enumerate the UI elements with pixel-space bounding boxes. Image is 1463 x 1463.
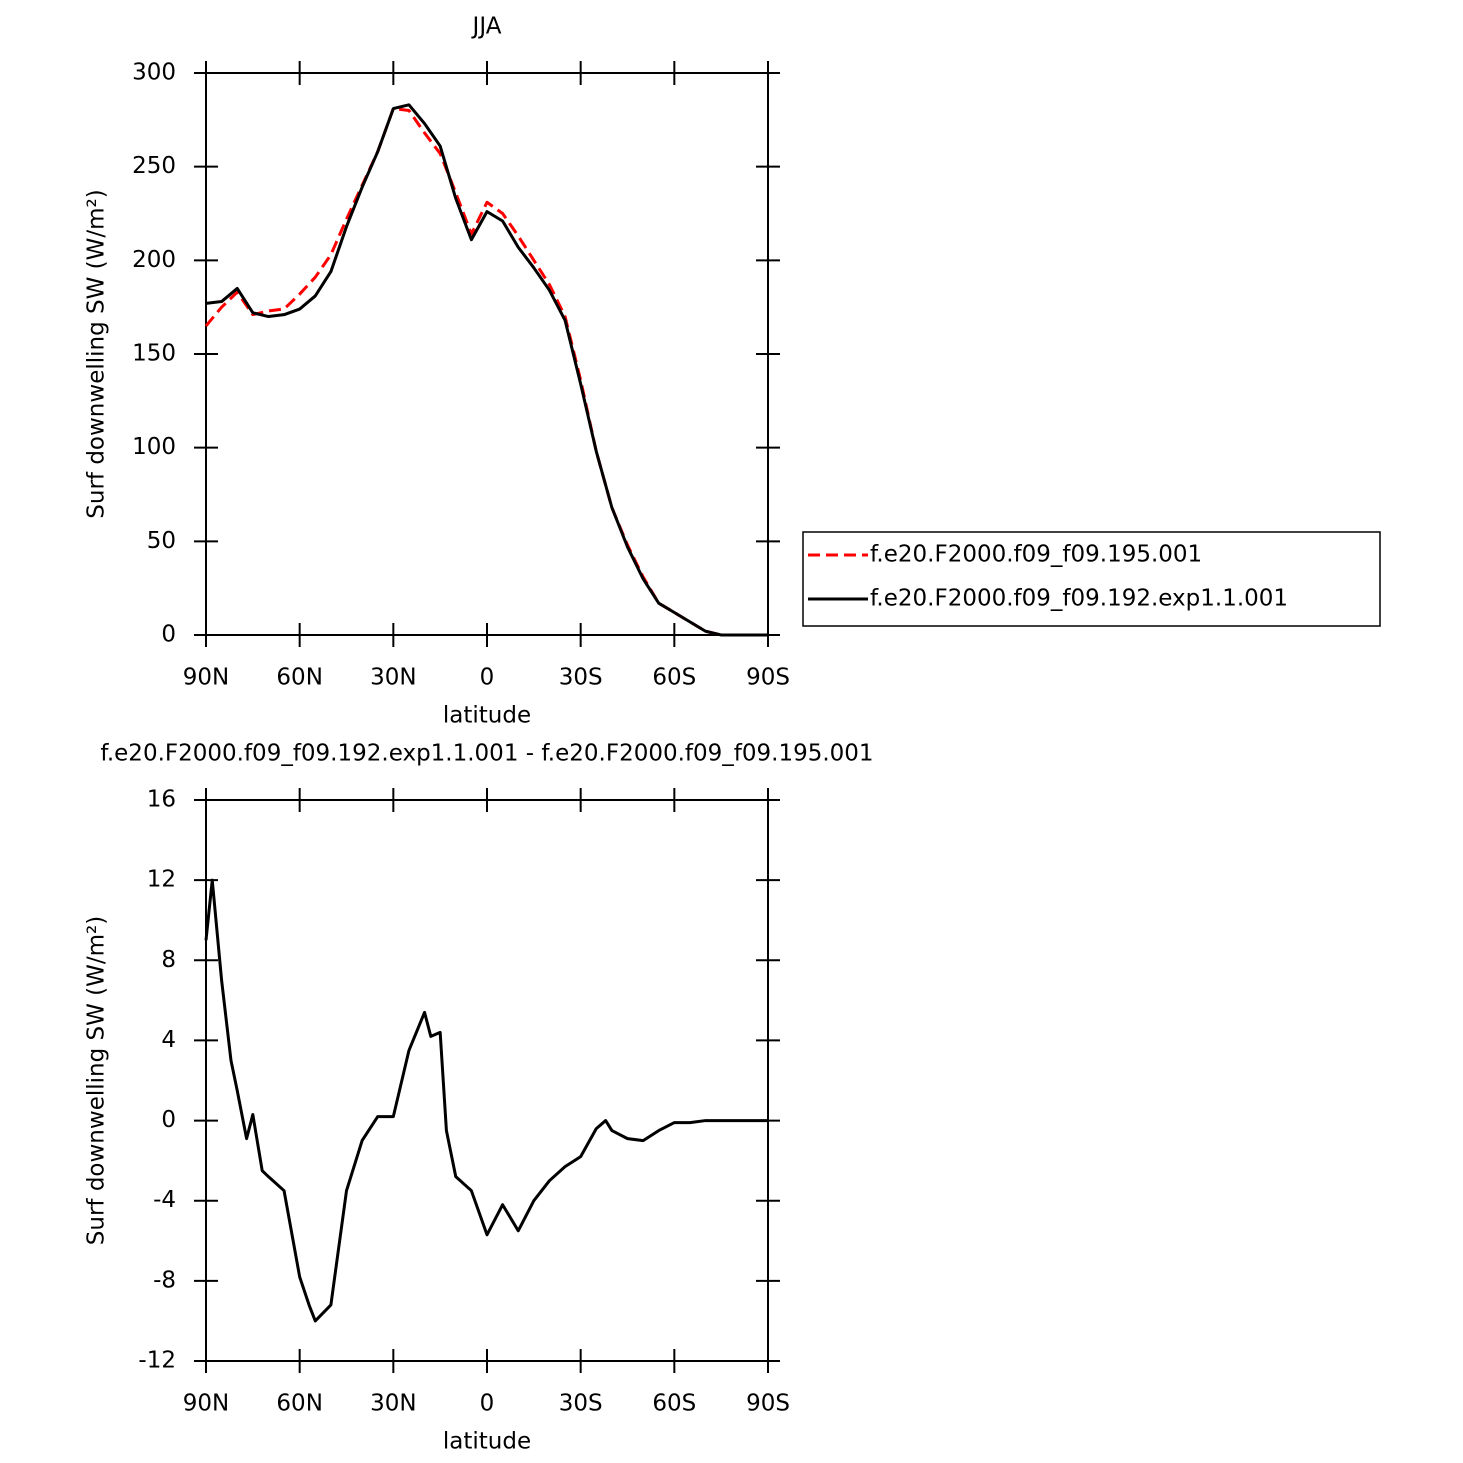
x-axis-label: latitude <box>443 1429 531 1455</box>
x-tick-label: 0 <box>480 1391 495 1417</box>
x-tick-label: 90S <box>746 665 790 691</box>
x-tick-label: 90N <box>183 665 229 691</box>
y-tick-label: 300 <box>132 60 176 86</box>
x-tick-label: 60N <box>276 665 322 691</box>
y-tick-label: -12 <box>138 1348 176 1374</box>
x-tick-label: 60S <box>652 665 696 691</box>
data-line <box>205 103 768 637</box>
y-tick-label: 150 <box>132 341 176 367</box>
x-tick-label: 30S <box>559 1391 603 1417</box>
plot-frame <box>205 799 769 1362</box>
y-tick-label: -8 <box>153 1267 176 1293</box>
y-tick-label: 100 <box>132 434 176 460</box>
y-tick-label: -4 <box>153 1187 176 1213</box>
data-line <box>204 107 768 637</box>
x-tick-label: 60N <box>276 1391 322 1417</box>
y-axis-label: Surf downwelling SW (W/m²) <box>84 916 110 1245</box>
x-tick-label: 90N <box>183 1391 229 1417</box>
x-tick-label: 30N <box>370 665 416 691</box>
y-tick-label: 0 <box>161 622 176 648</box>
x-tick-label: 30S <box>559 665 603 691</box>
legend-label: f.e20.F2000.f09_f09.192.exp1.1.001 <box>870 586 1288 612</box>
y-tick-label: 16 <box>147 787 176 813</box>
y-tick-label: 4 <box>161 1027 176 1053</box>
x-tick-label: 30N <box>370 1391 416 1417</box>
y-tick-label: 200 <box>132 247 176 273</box>
y-tick-label: 50 <box>147 528 176 554</box>
legend-box <box>802 531 1381 627</box>
chart-title: JJA <box>471 14 502 40</box>
x-axis-label: latitude <box>443 703 531 729</box>
y-tick-label: 250 <box>132 153 176 179</box>
data-line <box>204 878 768 1323</box>
x-tick-label: 90S <box>746 1391 790 1417</box>
plot-frame <box>205 72 769 636</box>
chart-title: f.e20.F2000.f09_f09.192.exp1.1.001 - f.e… <box>100 741 873 767</box>
legend-label: f.e20.F2000.f09_f09.195.001 <box>870 542 1202 568</box>
y-tick-label: 12 <box>147 867 176 893</box>
x-tick-label: 60S <box>652 1391 696 1417</box>
y-axis-label: Surf downwelling SW (W/m²) <box>84 189 110 518</box>
y-tick-label: 8 <box>161 947 176 973</box>
x-tick-label: 0 <box>480 665 495 691</box>
y-tick-label: 0 <box>161 1107 176 1133</box>
